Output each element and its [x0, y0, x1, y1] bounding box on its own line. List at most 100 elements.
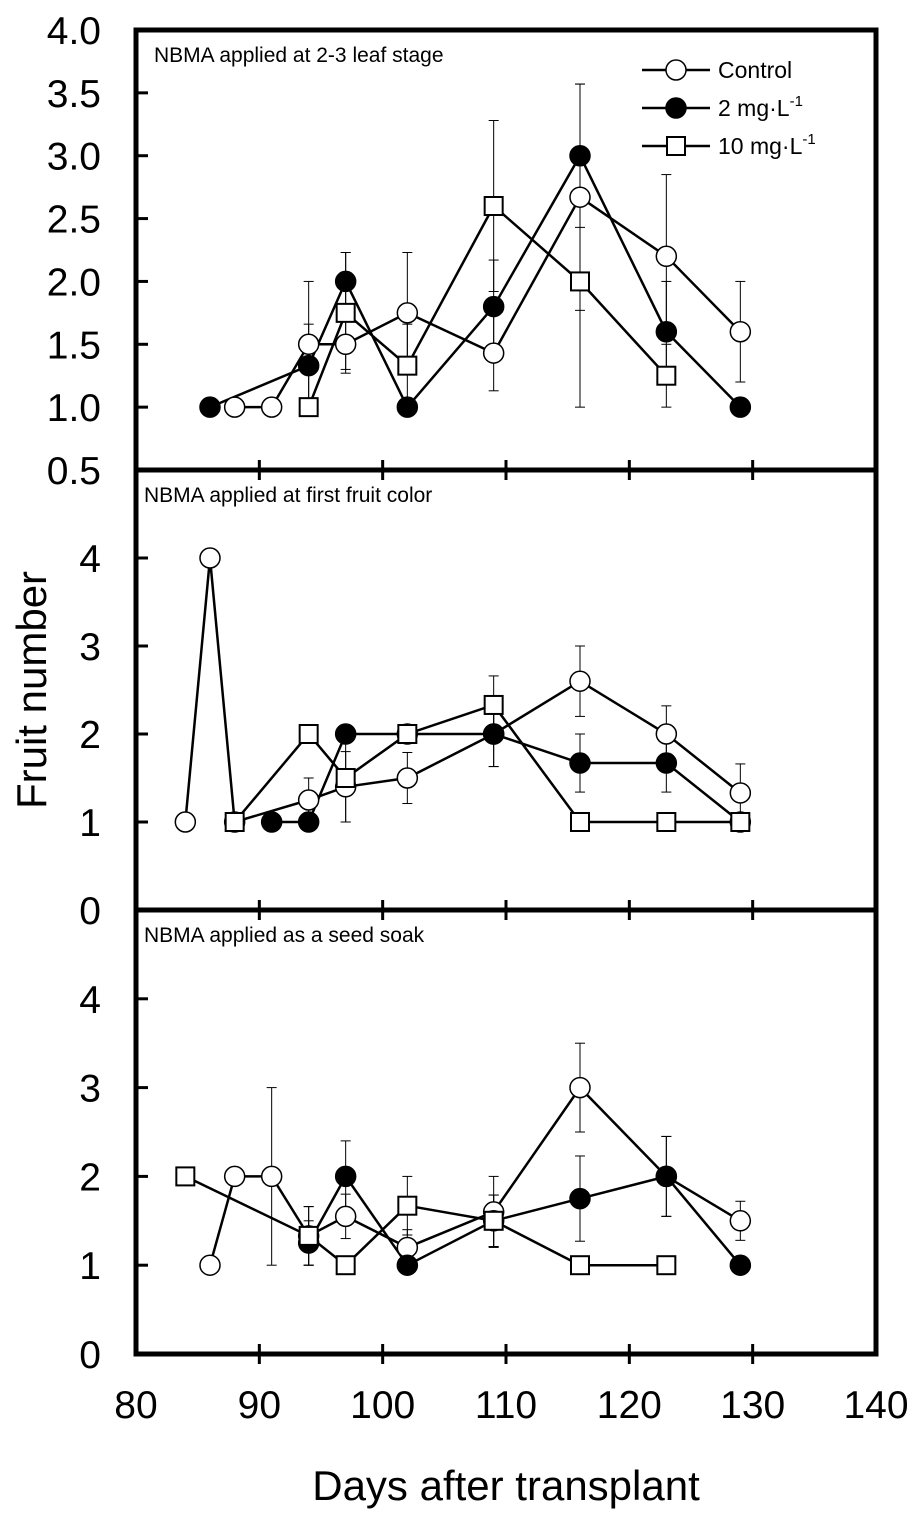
data-point [223, 396, 246, 418]
data-point [260, 396, 283, 418]
data-point [199, 1254, 221, 1276]
y-axis-label: Fruit number [8, 571, 55, 809]
panel-title: NBMA applied at first fruit color [144, 484, 432, 507]
data-point [335, 1255, 356, 1276]
legend-label: 2 mg·L-1 [718, 93, 803, 121]
data-point [297, 789, 320, 811]
y-tick-label: 2 [79, 714, 101, 757]
data-point [482, 342, 505, 364]
data-point [397, 724, 418, 744]
data-point [482, 723, 505, 745]
plot-layer: NBMA applied at 2-3 leaf stage 0.5 1.0 1.5 2… [47, 10, 909, 1427]
data-point [334, 1205, 357, 1228]
data-point [655, 320, 678, 343]
data-point [569, 144, 591, 167]
data-point [730, 812, 751, 832]
panel-2: NBMA applied at first fruit color 0 1 2 3 4 [79, 467, 879, 933]
data-point [483, 1210, 504, 1231]
data-point [656, 1255, 677, 1276]
data-point [729, 782, 752, 804]
data-point [570, 271, 590, 292]
panel-frame [133, 467, 879, 913]
x-tick-label: 110 [475, 1384, 537, 1427]
data-point [570, 1255, 590, 1276]
data-point [298, 1225, 319, 1246]
data-point [483, 196, 504, 216]
y-tick-label: 4.0 [47, 10, 101, 53]
data-point [569, 1187, 591, 1210]
series-line [184, 557, 742, 824]
x-axis-label: Days after transplant [312, 1462, 700, 1509]
data-point [729, 320, 752, 343]
data-point [334, 723, 357, 745]
y-tick-label: 4 [79, 538, 101, 581]
data-point [396, 1236, 419, 1259]
panel-1: NBMA applied at 2-3 leaf stage 0.5 1.0 1.5 2… [47, 10, 879, 493]
data-point [569, 1076, 591, 1099]
y-tick-label: 0 [79, 1334, 101, 1377]
data-point [729, 1210, 752, 1232]
data-point [396, 396, 419, 418]
x-tick-label: 80 [114, 1384, 157, 1427]
data-point [569, 752, 591, 774]
data-point [396, 302, 419, 324]
data-point [655, 245, 678, 268]
data-point [297, 354, 320, 377]
data-point [334, 270, 357, 293]
panel-title: NBMA applied as a seed soak [144, 924, 425, 947]
data-point [174, 811, 197, 833]
x-tick-label: 120 [597, 1384, 662, 1427]
data-point [570, 812, 590, 832]
legend-label: Control [718, 57, 792, 83]
data-point [729, 396, 752, 418]
y-tick-label: 1.5 [47, 324, 101, 367]
legend-label-exponent: -1 [802, 131, 815, 148]
y-tick-label: 2 [79, 1156, 101, 1199]
panel-3: NBMA applied as a seed soak 0 1 2 3 4 [79, 907, 879, 1377]
series-line [307, 1174, 742, 1267]
series-line [307, 204, 668, 408]
series-line [208, 1085, 741, 1266]
data-point [655, 752, 678, 774]
x-tick-label: 100 [350, 1384, 415, 1427]
panel-title: NBMA applied at 2-3 leaf stage [154, 44, 444, 67]
data-point [656, 365, 677, 386]
data-point [223, 1165, 246, 1188]
y-tick-label: 3 [79, 1068, 101, 1111]
data-point [334, 333, 357, 356]
data-point [298, 724, 319, 744]
data-point [655, 1165, 678, 1188]
data-point [656, 812, 677, 832]
legend-label: 10 mg·L-1 [718, 131, 816, 159]
y-tick-label: 1.0 [47, 387, 101, 430]
data-point [482, 295, 505, 318]
legend-marker [665, 59, 687, 81]
y-tick-label: 1 [79, 802, 101, 845]
x-tick-label: 140 [843, 1384, 908, 1427]
y-tick-label: 4 [79, 979, 101, 1022]
legend: Control 2 mg·L-1 10 mg·L-1 [642, 57, 816, 159]
data-point [199, 396, 221, 418]
data-point [335, 302, 356, 323]
data-point [260, 1165, 283, 1188]
panel-frame [133, 907, 879, 1357]
y-tick-label: 1 [79, 1245, 101, 1288]
data-point [396, 767, 419, 789]
data-point [396, 1254, 419, 1276]
y-tick-label: 2.5 [47, 199, 101, 242]
data-point [569, 670, 591, 692]
data-point [297, 333, 320, 356]
data-point [335, 768, 356, 788]
data-point [224, 812, 245, 832]
data-point [569, 186, 591, 208]
legend-marker [666, 136, 686, 156]
y-tick-label: 0 [79, 890, 101, 933]
data-point [729, 1254, 752, 1276]
y-tick-label: 3.0 [47, 136, 101, 179]
data-point [199, 547, 221, 569]
legend-label-exponent: -1 [790, 93, 803, 110]
y-tick-label: 3.5 [47, 73, 101, 116]
data-point [483, 694, 504, 715]
data-point [298, 397, 319, 418]
